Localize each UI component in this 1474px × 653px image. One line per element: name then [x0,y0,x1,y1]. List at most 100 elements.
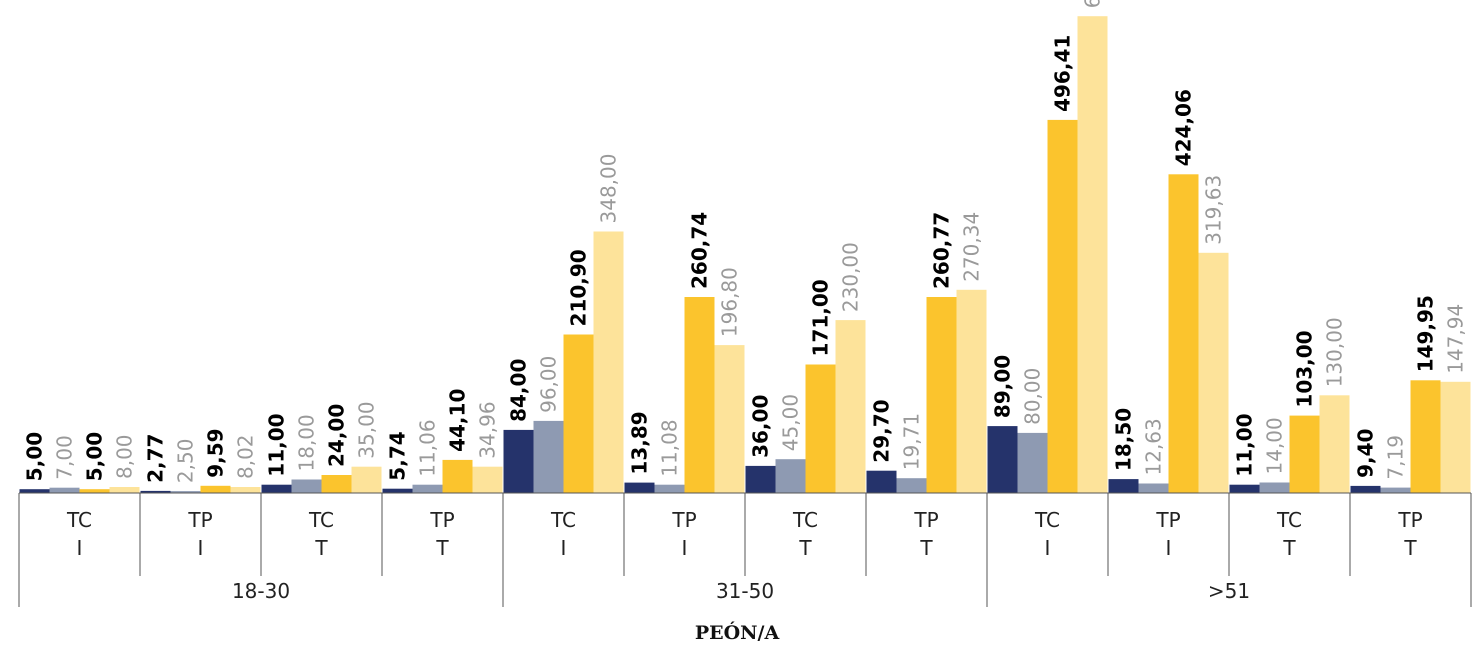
data-label-s4-c4: 34,96 [476,401,500,458]
category-label-10-line1: TP [1155,508,1180,532]
bar-s3-c9 [1048,120,1078,493]
data-label-s4-c3: 35,00 [355,401,379,458]
data-label-s1-c8: 29,70 [870,399,894,462]
bar-s3-c3 [322,475,352,493]
bar-s3-c10 [1169,174,1199,493]
bar-s1-c5 [504,430,534,493]
bar-s2-c12 [1381,488,1411,493]
bar-s4-c1 [110,487,140,493]
category-label-8-line1: TP [913,508,938,532]
category-label-12-line2: T [1403,536,1417,560]
bar-s4-c7 [836,320,866,493]
data-label-s2-c8: 19,71 [900,413,924,470]
data-label-s1-c3: 11,00 [265,413,289,476]
category-label-10-line2: I [1166,536,1172,560]
bar-s3-c5 [564,335,594,494]
bar-s1-c12 [1351,486,1381,493]
bar-s1-c3 [262,485,292,493]
bar-s4-c8 [957,290,987,493]
category-axis: TC I TP I TC T TP T 18-30 TC I TP I TC T TP T 31-50 TC I TP I… [19,493,1471,607]
bar-s2-c7 [776,459,806,493]
data-label-s3-c3: 24,00 [325,404,349,467]
data-label-s3-c7: 171,00 [809,279,833,356]
data-label-s4-c10: 319,63 [1202,175,1226,245]
bar-s3-c11 [1290,416,1320,493]
data-label-s3-c2: 9,59 [204,428,228,477]
bar-s4-c4 [473,467,503,493]
bar-s1-c9 [988,426,1018,493]
data-label-s1-c4: 5,74 [386,431,410,480]
bar-s1-c1 [20,489,50,493]
data-label-s4-c1: 8,00 [113,434,137,479]
bar-s3-c6 [685,297,715,493]
bar-s1-c10 [1109,479,1139,493]
data-label-s2-c9: 80,00 [1021,368,1045,425]
category-label-2-line1: TP [187,508,212,532]
category-label-3-line2: T [314,536,328,560]
data-label-s1-c12: 9,40 [1354,429,1378,478]
bar-s2-c3 [292,480,322,494]
category-label-4-line2: T [435,536,449,560]
bar-s3-c8 [927,297,957,493]
bar-s2-c6 [655,485,685,493]
data-label-s1-c7: 36,00 [749,395,773,458]
category-label-4-line1: TP [429,508,454,532]
category-label-5-line2: I [561,536,567,560]
data-label-s2-c12: 7,19 [1384,435,1408,480]
data-label-s1-c10: 18,50 [1112,408,1136,471]
category-label-2-line2: I [198,536,204,560]
category-label-11-line2: T [1282,536,1296,560]
data-label-s1-c6: 13,89 [628,411,652,474]
bar-s4-c6 [715,345,745,493]
bar-s4-c12 [1441,382,1471,493]
data-label-s3-c5: 210,90 [567,249,591,326]
category-label-11-line1: TC [1276,508,1302,532]
bar-s2-c10 [1139,484,1169,494]
data-label-s2-c7: 45,00 [779,394,803,451]
data-label-s3-c6: 260,74 [688,212,712,289]
category-label-9-line1: TC [1034,508,1060,532]
bar-s4-c11 [1320,395,1350,493]
bar-s4-c9 [1078,16,1108,493]
bar-s1-c6 [625,483,655,493]
data-label-s3-c10: 424,06 [1172,89,1196,166]
bar-s3-c12 [1411,380,1441,493]
group-label-3: >51 [1208,579,1250,603]
bar-s3-c7 [806,365,836,494]
data-label-s1-c5: 84,00 [507,359,531,422]
data-label-s4-c6: 196,80 [718,267,742,337]
bar-s2-c8 [897,478,927,493]
bar-s3-c1 [80,489,110,493]
data-label-s2-c6: 11,08 [658,419,682,476]
data-label-s1-c2: 2,77 [144,434,168,483]
bar-s4-c5 [594,232,624,494]
data-label-s4-c5: 348,00 [597,154,621,224]
data-label-s3-c11: 103,00 [1293,330,1317,407]
bar-s4-c3 [352,467,382,493]
data-label-s2-c1: 7,00 [53,435,77,480]
bar-s1-c7 [746,466,776,493]
x-axis-title: PEÓN/A [695,621,780,644]
data-labels-layer: 5,00 2,77 11,00 5,74 84,00 13,89 36,00 29,70 89,… [23,0,1468,483]
bar-s1-c4 [383,489,413,493]
bar-s4-c10 [1199,253,1229,493]
category-label-8-line2: T [919,536,933,560]
bar-s2-c1 [50,488,80,493]
data-label-s3-c12: 149,95 [1414,295,1438,372]
data-label-s4-c11: 130,00 [1323,317,1347,387]
data-label-s4-c7: 230,00 [839,242,863,312]
data-label-s1-c1: 5,00 [23,432,47,481]
category-label-5-line1: TC [550,508,576,532]
data-label-s4-c9: 634,44 [1081,0,1105,8]
data-label-s4-c8: 270,34 [960,212,984,282]
group-label-2: 31-50 [716,579,774,603]
category-label-1-line2: I [77,536,83,560]
data-label-s3-c1: 5,00 [83,432,107,481]
bar-s2-c5 [534,421,564,493]
group-label-1: 18-30 [232,579,290,603]
data-label-s3-c8: 260,77 [930,212,954,289]
bar-s3-c2 [201,486,231,493]
data-label-s1-c11: 11,00 [1233,413,1257,476]
data-label-s1-c9: 89,00 [991,355,1015,418]
